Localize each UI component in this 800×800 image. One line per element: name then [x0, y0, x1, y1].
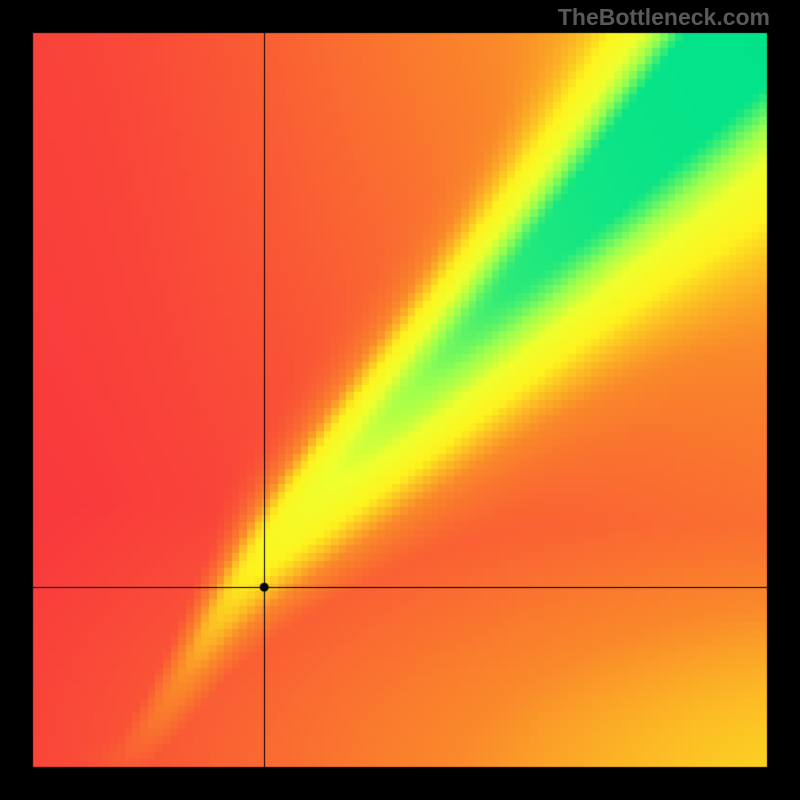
watermark-text: TheBottleneck.com: [558, 4, 770, 31]
heatmap-canvas: [0, 0, 800, 800]
chart-container: TheBottleneck.com: [0, 0, 800, 800]
